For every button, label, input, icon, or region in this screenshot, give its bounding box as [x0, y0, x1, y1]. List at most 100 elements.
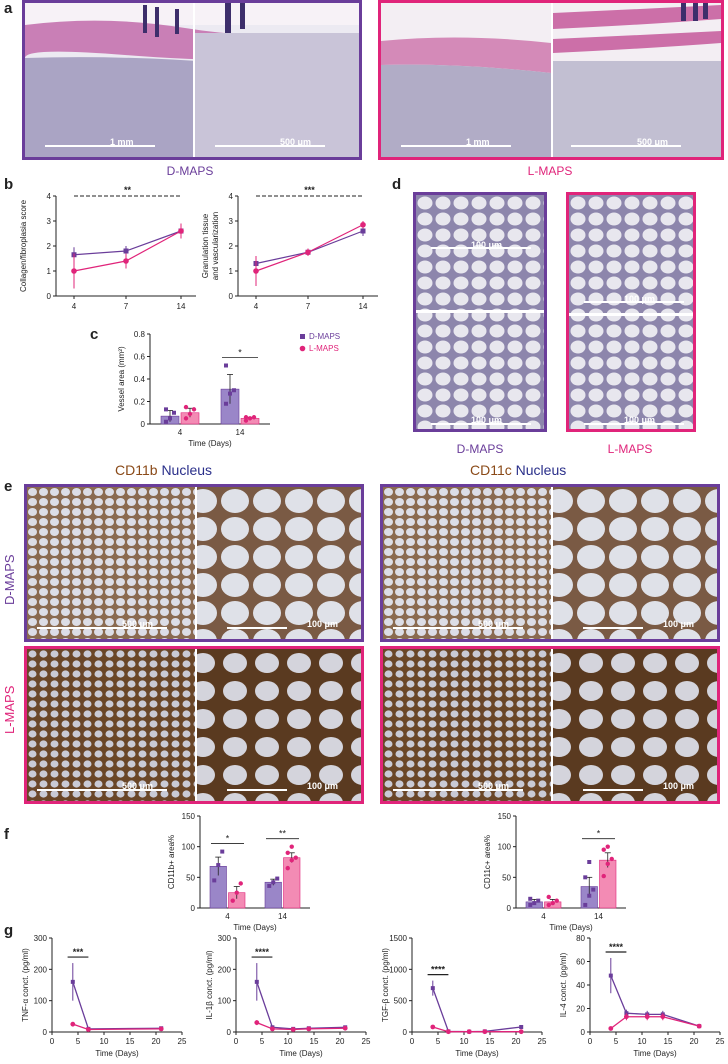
x-tick-label: 5: [614, 1037, 619, 1046]
data-point: [660, 1014, 666, 1020]
x-tick-label: 4: [72, 302, 77, 311]
series-line: [256, 981, 346, 1030]
x-tick-label: 4: [225, 912, 230, 921]
y-tick-label: 0: [141, 420, 146, 429]
y-tick-label: 150: [498, 812, 512, 821]
chart-b1: 0 1 2 3 4 Collagen/fibroplasia score 4 7 14 **: [19, 185, 196, 311]
data-point: [70, 979, 75, 984]
panel-label-b: b: [4, 176, 14, 193]
data-point: [253, 268, 259, 274]
data-point: [528, 902, 533, 907]
x-tick-label: 7: [124, 302, 129, 311]
x-tick-label: 10: [638, 1037, 647, 1046]
scale-label: 500 μm: [280, 137, 312, 147]
x-tick-label: 14: [177, 302, 186, 311]
y-axis-label: and vascularization: [211, 212, 220, 280]
chart-f1: 0 50 100 150 CD11b+ area% Time (Days)4 * 14 **: [167, 812, 310, 932]
data-point: [466, 1029, 472, 1035]
y-axis-label: TNF-α conct. (pg/ml): [21, 948, 30, 1022]
y-tick-label: 40: [576, 981, 585, 990]
x-tick-label: 15: [310, 1037, 319, 1046]
scale-bar: [431, 423, 531, 425]
data-point: [430, 986, 435, 991]
ihc-cd11c-lmaps: 500 μm 100 μm: [380, 646, 720, 804]
x-axis-label: Time (Days): [188, 439, 232, 448]
data-point: [123, 258, 129, 264]
x-axis-label: Time (Days): [549, 923, 593, 932]
scale-bar: [584, 301, 684, 303]
scale-label: 100 μm: [471, 240, 503, 250]
data-point: [305, 249, 311, 256]
y-tick-label: 0.4: [134, 375, 146, 384]
y-axis-label: TGF-β conct. (pg/ml): [381, 948, 390, 1022]
data-point: [232, 388, 236, 393]
x-tick-label: 14: [236, 428, 245, 437]
x-tick-label: 14: [359, 302, 368, 311]
significance-label: ****: [609, 942, 624, 952]
data-point: [254, 1020, 260, 1025]
y-tick-label: 4: [47, 192, 52, 201]
y-axis-label: Collagen/fibroplasia score: [19, 199, 28, 292]
chart-c: 0 0.2 0.4 0.6 0.8 Vessel area (mm²) Time (Days…: [117, 330, 340, 448]
data-point: [168, 416, 172, 421]
scale-bar: [227, 627, 287, 629]
data-point: [293, 855, 298, 860]
y-tick-label: 4: [229, 192, 234, 201]
y-tick-label: 1: [47, 267, 52, 276]
data-point: [583, 875, 588, 880]
significance-label: **: [124, 185, 132, 195]
x-tick-label: 0: [588, 1037, 593, 1046]
significance-label: **: [279, 829, 287, 839]
panel-label-c: c: [90, 326, 99, 343]
x-tick-label: 0: [410, 1037, 415, 1046]
data-point: [183, 416, 189, 421]
panel-label-g: g: [4, 922, 14, 939]
data-point: [446, 1029, 451, 1035]
scale-label: 100 μm: [307, 619, 339, 629]
marker-cd11c: CD11c: [470, 462, 512, 478]
y-tick-label: 200: [218, 965, 232, 974]
data-point: [360, 228, 366, 234]
data-point: [482, 1029, 488, 1035]
panel-label-f: f: [4, 826, 9, 843]
series-line: [255, 224, 364, 272]
data-point: [528, 896, 533, 901]
legend-marker: [299, 345, 306, 352]
series-line: [432, 987, 522, 1033]
scale-bar: [45, 145, 155, 147]
stain-title-cd11c: CD11c Nucleus: [470, 462, 630, 478]
y-tick-label: 2: [47, 242, 52, 251]
y-axis-label: CD11b+ area%: [167, 835, 176, 889]
data-point: [212, 878, 217, 883]
scale-bar: [37, 627, 167, 629]
marker-cd11b: CD11b: [115, 462, 158, 478]
x-tick-label: 15: [486, 1037, 495, 1046]
scale-bar: [571, 145, 681, 147]
x-tick-label: 7: [306, 302, 311, 311]
data-point: [243, 418, 249, 423]
y-tick-label: 100: [34, 997, 48, 1006]
y-axis-label: Granulation tissue: [201, 213, 210, 278]
scale-label: 500 μm: [122, 781, 154, 791]
data-point: [187, 411, 193, 417]
x-tick-label: 20: [336, 1037, 345, 1046]
significance-label: *: [226, 834, 230, 844]
scale-label: 1 mm: [110, 137, 134, 147]
series-line: [72, 1023, 162, 1031]
data-point: [644, 1014, 650, 1020]
significance-label: *: [238, 348, 242, 358]
data-point: [158, 1026, 164, 1032]
data-point: [587, 860, 592, 864]
panel-label-d: d: [392, 176, 402, 193]
x-tick-label: 0: [50, 1037, 55, 1046]
data-point: [609, 856, 614, 862]
data-point: [71, 268, 77, 274]
scale-bar: [215, 145, 325, 147]
data-point: [191, 407, 197, 412]
data-point: [247, 416, 253, 421]
x-axis-label: Time (Days): [633, 1049, 677, 1058]
x-tick-label: 14: [278, 912, 287, 921]
scale-bar: [37, 789, 167, 791]
